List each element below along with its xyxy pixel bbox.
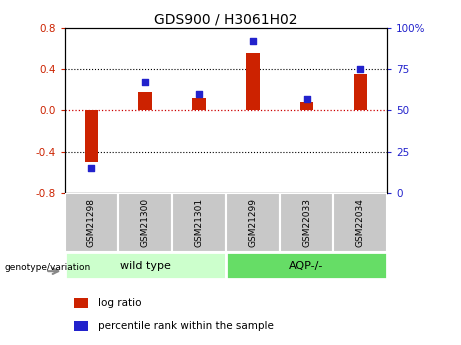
Text: GSM21298: GSM21298 [87,198,96,247]
Bar [138,92,152,110]
Bar [65,252,226,279]
Text: percentile rank within the sample: percentile rank within the sample [98,321,274,331]
Text: genotype/variation: genotype/variation [5,263,91,272]
Bar [354,74,367,110]
Point [195,91,203,97]
Text: AQP-/-: AQP-/- [290,261,324,270]
Point [357,66,364,72]
Bar [246,53,260,110]
Bar [75,298,88,308]
Point [88,166,95,171]
Text: GSM21300: GSM21300 [141,198,150,247]
Bar [85,110,98,162]
Bar [300,102,313,110]
Bar [333,193,387,252]
Bar [65,193,118,252]
Text: GSM21301: GSM21301 [195,198,203,247]
Bar [226,252,387,279]
Point [303,96,310,101]
Text: GSM22034: GSM22034 [356,198,365,247]
Bar [192,98,206,110]
Text: log ratio: log ratio [98,298,141,308]
Point [142,79,149,85]
Bar [226,193,280,252]
Bar [172,193,226,252]
Text: wild type: wild type [120,261,171,270]
Title: GDS900 / H3061H02: GDS900 / H3061H02 [154,12,298,27]
Text: GSM21299: GSM21299 [248,198,257,247]
Bar [118,193,172,252]
Text: GSM22033: GSM22033 [302,198,311,247]
Bar [75,321,88,331]
Bar [280,193,333,252]
Point [249,38,256,43]
